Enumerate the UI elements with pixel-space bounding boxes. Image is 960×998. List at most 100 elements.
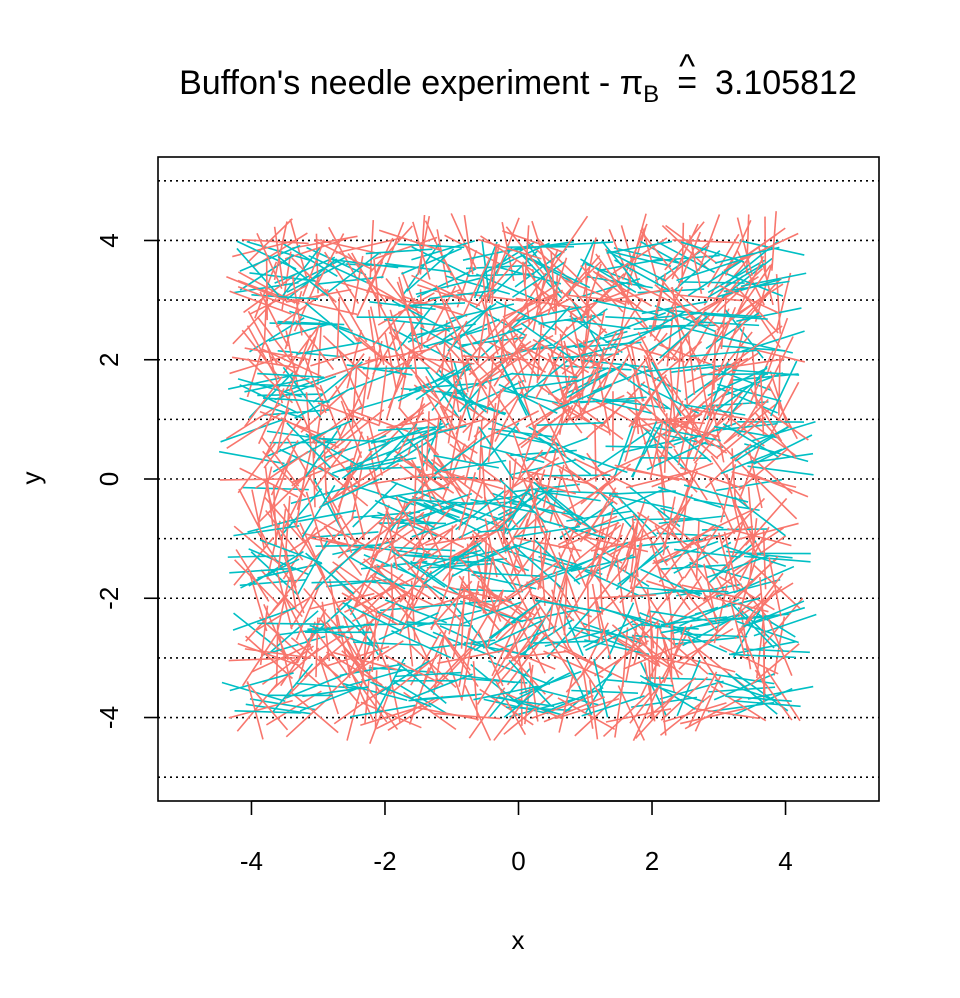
needle <box>681 584 747 601</box>
needle <box>757 246 774 306</box>
needle <box>722 423 779 458</box>
needle <box>609 297 644 351</box>
needle <box>338 456 404 472</box>
needle <box>603 311 667 337</box>
needle <box>477 525 545 533</box>
needle <box>588 335 647 369</box>
needle <box>767 619 793 677</box>
needle <box>382 486 449 499</box>
needle <box>564 365 622 400</box>
needle <box>498 383 558 414</box>
needle <box>650 542 669 601</box>
needle <box>749 518 758 578</box>
needle <box>629 530 644 590</box>
needle <box>714 246 780 264</box>
needle <box>534 489 601 502</box>
needle <box>322 335 370 380</box>
needle <box>510 372 578 379</box>
needle <box>295 682 363 690</box>
needle <box>250 551 299 596</box>
needle <box>778 355 781 416</box>
needle <box>249 573 268 632</box>
needle <box>378 425 445 432</box>
needle <box>305 552 355 595</box>
needle <box>369 220 375 280</box>
needle <box>256 316 296 367</box>
needle <box>505 607 541 660</box>
needle <box>537 402 568 458</box>
needle <box>545 633 580 687</box>
needle <box>595 271 653 307</box>
needle <box>513 543 577 566</box>
needle <box>432 451 467 505</box>
needle <box>220 418 283 443</box>
needle <box>317 402 380 427</box>
needle <box>735 286 779 334</box>
needle <box>303 635 354 678</box>
y-tick-label: 4 <box>94 233 124 247</box>
needle <box>598 606 662 629</box>
needle <box>503 693 554 735</box>
needle <box>308 254 369 284</box>
needle <box>401 247 463 275</box>
needle <box>462 318 504 368</box>
needle <box>401 425 467 443</box>
needle <box>533 481 582 525</box>
needle <box>262 450 307 498</box>
needle <box>225 403 282 440</box>
needle <box>665 400 673 461</box>
needle <box>387 695 444 731</box>
needle <box>631 421 658 478</box>
needle <box>671 250 721 293</box>
needle <box>495 680 527 736</box>
needle <box>387 352 415 409</box>
needle <box>564 279 626 306</box>
needle <box>288 334 312 392</box>
title-prefix: Buffon's needle experiment - <box>179 64 620 102</box>
needle <box>365 281 423 316</box>
y-axis: -4 -2 0 2 4 <box>94 233 159 729</box>
needle <box>737 256 765 312</box>
needle <box>228 657 296 662</box>
needle <box>661 494 694 549</box>
needle <box>246 681 289 731</box>
needle <box>431 415 440 475</box>
needle <box>519 565 583 589</box>
needle <box>582 669 594 729</box>
needle <box>272 561 313 612</box>
needle <box>365 521 394 577</box>
needle <box>391 474 434 523</box>
needle <box>615 554 626 615</box>
needle <box>533 687 599 706</box>
needle <box>491 245 498 305</box>
needle <box>678 625 726 670</box>
needle <box>390 563 394 624</box>
needle <box>633 574 669 628</box>
needle <box>680 479 690 540</box>
needle <box>259 605 269 666</box>
needle <box>538 436 592 476</box>
needle <box>552 215 589 268</box>
needle <box>656 241 715 274</box>
needle <box>505 226 546 276</box>
needle <box>435 372 487 413</box>
needle <box>624 403 643 462</box>
needle <box>502 284 557 322</box>
needle <box>258 616 307 661</box>
needle <box>476 305 488 366</box>
needle <box>512 260 567 298</box>
needle <box>580 396 647 404</box>
needle <box>628 310 686 344</box>
needle <box>351 590 411 623</box>
needle <box>521 477 548 534</box>
needle <box>274 256 336 284</box>
needle <box>284 496 291 556</box>
needle <box>527 305 571 354</box>
needle <box>664 221 705 271</box>
needle <box>392 408 425 463</box>
title-value: 3.105812 <box>715 64 857 102</box>
needle <box>526 242 563 294</box>
needle <box>528 662 539 722</box>
needle <box>408 492 473 516</box>
needle <box>276 288 329 328</box>
